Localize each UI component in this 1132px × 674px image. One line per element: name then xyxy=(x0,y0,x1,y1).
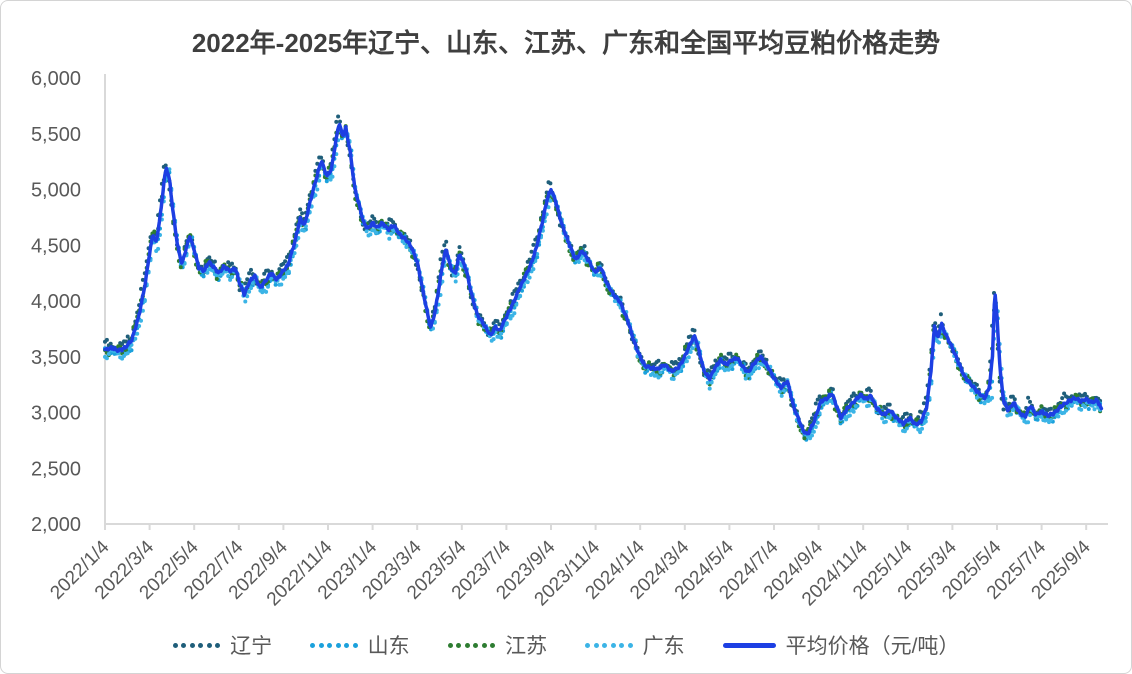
series-dots-guangdong xyxy=(103,126,1103,441)
legend-label-jiangsu: 江苏 xyxy=(505,635,548,658)
legend-dot xyxy=(352,642,358,648)
legend-label-average: 平均价格（元/吨） xyxy=(785,635,960,658)
legend-dot xyxy=(327,642,333,648)
legend-item-shandong: 山东 xyxy=(310,630,410,660)
y-tick-label: 4,000 xyxy=(31,291,81,313)
legend-item-liaoning: 辽宁 xyxy=(172,630,273,660)
legend-dot xyxy=(310,642,316,648)
legend-dot xyxy=(490,642,496,648)
legend-dot xyxy=(447,642,453,648)
legend-dot xyxy=(215,642,221,648)
legend-dot xyxy=(602,642,608,648)
legend-dot xyxy=(206,642,212,648)
price-chart: 6,000 5,500 5,000 4,500 4,000 3,500 3,000 2,500… xyxy=(31,68,1108,610)
legend-marker-dots-liaoning xyxy=(172,642,221,648)
y-tick-label: 3,000 xyxy=(31,403,81,425)
legend-marker-dots-shandong xyxy=(310,642,358,648)
legend-dot xyxy=(318,642,324,648)
legend-item-guangdong: 广东 xyxy=(585,630,685,660)
legend-dot xyxy=(585,642,591,648)
legend-marker-line-average xyxy=(722,642,776,648)
legend-dot xyxy=(627,642,633,648)
y-tick-label: 2,500 xyxy=(31,458,81,480)
legend-item-average: 平均价格（元/吨） xyxy=(722,630,960,660)
legend-dot xyxy=(335,642,341,648)
legend-dot xyxy=(456,642,462,648)
legend-label-guangdong: 广东 xyxy=(642,635,685,658)
legend-dot xyxy=(619,642,625,648)
legend-dot xyxy=(198,642,204,648)
legend-label-shandong: 山东 xyxy=(367,635,410,658)
legend-dot xyxy=(473,642,479,648)
legend-marker-dots-guangdong xyxy=(585,642,633,648)
y-tick-label: 2,000 xyxy=(31,514,81,536)
chart-legend: 辽宁 山东 江苏 广东 平均价格（元/吨） xyxy=(1,625,1131,665)
legend-dot xyxy=(181,642,187,648)
legend-dot xyxy=(464,642,470,648)
legend-dot xyxy=(172,642,178,648)
legend-dot xyxy=(610,642,616,648)
legend-dot xyxy=(189,642,195,648)
legend-marker-dots-jiangsu xyxy=(447,642,496,648)
legend-item-jiangsu: 江苏 xyxy=(447,630,548,660)
y-tick-label: 5,500 xyxy=(31,124,81,146)
y-tick-label: 4,500 xyxy=(31,235,81,257)
chart-title: 2022年-2025年辽宁、山东、江苏、广东和全国平均豆粕价格走势 xyxy=(191,28,941,58)
y-tick-label: 3,500 xyxy=(31,347,81,369)
legend-dot xyxy=(344,642,350,648)
legend-dot xyxy=(481,642,487,648)
y-tick-label: 6,000 xyxy=(31,68,81,90)
y-tick-label: 5,000 xyxy=(31,180,81,202)
average-price-line xyxy=(103,122,1104,436)
legend-dot xyxy=(593,642,599,648)
legend-label-liaoning: 辽宁 xyxy=(230,635,273,658)
